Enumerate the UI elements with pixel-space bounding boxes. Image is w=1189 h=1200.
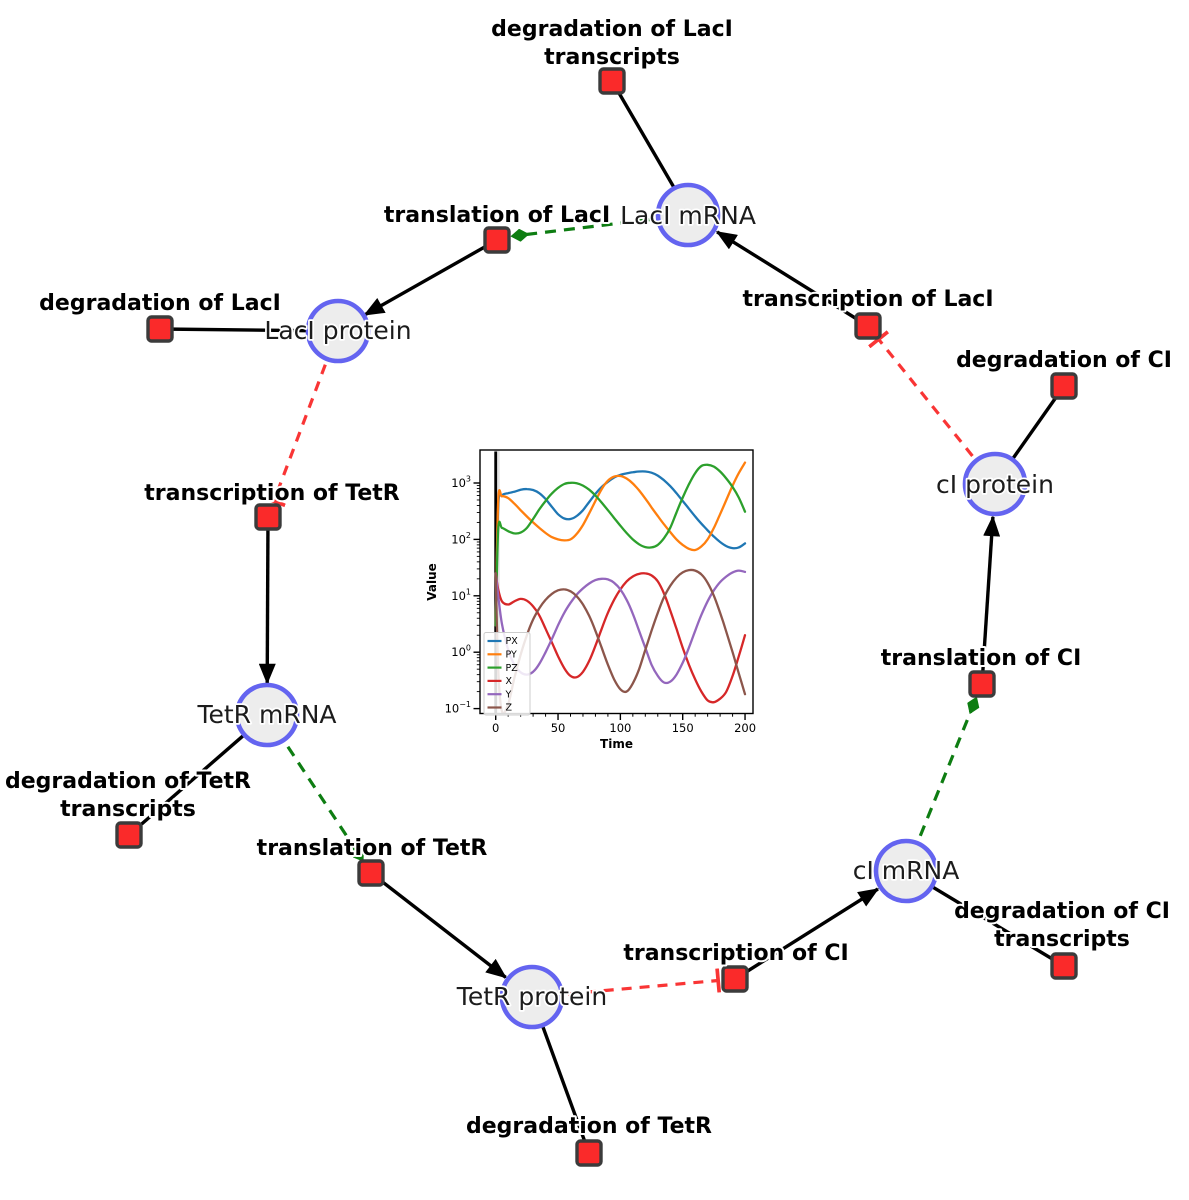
x-tick-label: 50 <box>551 721 566 735</box>
label-degradation-ci-transcripts-line2: transcripts <box>994 927 1130 952</box>
reaction-node-degradation-tetr-transcripts <box>115 821 143 849</box>
label-laci-mrna: LacI mRNA <box>620 201 756 230</box>
reaction-node-translation-laci <box>483 226 511 254</box>
legend-label-py: PY <box>506 650 518 661</box>
label-ci-mrna: cI mRNA <box>853 856 960 885</box>
x-axis-label: Time <box>600 737 633 751</box>
reaction-node-degradation-ci <box>1050 372 1078 400</box>
label-degradation-laci-transcripts-line1: degradation of LacI <box>491 17 733 42</box>
series-line-Z <box>494 568 747 713</box>
x-tick-label: 200 <box>734 721 756 735</box>
reaction-node-transcription-tetr <box>254 503 282 531</box>
reaction-node-transcription-laci <box>854 312 882 340</box>
label-translation-tetr: translation of TetR <box>257 836 488 861</box>
label-degradation-laci: degradation of LacI <box>39 291 281 316</box>
edge-cimrna-activates-translation <box>904 696 980 872</box>
label-degradation-tetr: degradation of TetR <box>466 1114 712 1139</box>
legend-label-pz: PZ <box>506 663 519 674</box>
species-node-tetr-protein <box>499 964 565 1030</box>
y-tick-label: 102 <box>451 531 471 547</box>
series-line-Y <box>494 569 747 685</box>
reaction-node-degradation-laci-transcripts <box>598 67 626 95</box>
reaction-node-degradation-ci-transcripts <box>1050 952 1078 980</box>
reaction-node-layer <box>115 67 1078 1167</box>
label-ci-protein: cI protein <box>936 470 1054 499</box>
legend-label-px: PX <box>506 636 519 647</box>
species-node-ci-protein <box>962 451 1028 517</box>
label-degradation-tetr-transcripts-line2: transcripts <box>60 797 196 822</box>
reaction-node-degradation-laci <box>146 315 174 343</box>
y-tick-label: 100 <box>451 644 471 660</box>
label-tetr-protein: TetR protein <box>456 982 607 1011</box>
edge-transcription-laci-to-mrna <box>715 230 869 328</box>
species-node-tetr-mrna <box>234 682 300 748</box>
plot-background <box>424 436 770 766</box>
label-degradation-ci-transcripts-line1: degradation of CI <box>954 899 1170 924</box>
edge-tetrprotein-inhibits-ci-transcription <box>531 968 722 999</box>
species-node-laci-mrna <box>655 182 721 248</box>
reaction-node-degradation-tetr <box>575 1139 603 1167</box>
label-transcription-laci: transcription of LacI <box>742 287 993 312</box>
plot-legend: PX PY PZ X Y Z <box>483 632 531 716</box>
label-degradation-tetr-transcripts-line1: degradation of TetR <box>5 769 251 794</box>
y-tick-label: 10−1 <box>445 700 471 716</box>
legend-label-y: Y <box>505 689 512 700</box>
legend-label-x: X <box>506 676 513 687</box>
label-translation-ci: translation of CI <box>881 646 1082 671</box>
edge-translation-ci-to-protein <box>980 515 1001 685</box>
series-line-PZ <box>494 463 747 627</box>
reaction-node-transcription-ci <box>721 965 749 993</box>
label-degradation-ci: degradation of CI <box>956 348 1172 373</box>
label-transcription-ci: transcription of CI <box>623 941 848 966</box>
edge-transcription-ci-to-mrna <box>734 887 880 981</box>
edge-laciprotein-inhibits-tetr-transcription <box>262 330 340 508</box>
edge-transcription-tetr-to-mrna <box>258 516 276 685</box>
reaction-node-translation-ci <box>968 670 996 698</box>
label-layer: degradation of LacI transcripts translat… <box>3 15 1174 1141</box>
legend-label-z: Z <box>506 703 513 714</box>
y-axis-label: Value <box>425 563 439 601</box>
x-tick-label: 100 <box>609 721 631 735</box>
x-tick-label: 150 <box>672 721 694 735</box>
edge-translation-tetr-to-protein <box>369 871 507 979</box>
label-laci-protein: LacI protein <box>264 316 411 345</box>
edge-translation-laci-to-protein <box>363 238 498 317</box>
plot-axes-frame <box>479 449 754 715</box>
reaction-node-translation-tetr <box>357 859 385 887</box>
edge-ciprotein-inhibits-laci-transcription <box>868 330 997 486</box>
x-tick-label: 0 <box>492 721 499 735</box>
label-degradation-laci-transcripts-line2: transcripts <box>544 45 680 70</box>
series-line-X <box>494 572 747 704</box>
y-tick-label: 101 <box>451 587 471 603</box>
label-translation-laci: translation of LacI <box>384 203 610 228</box>
label-transcription-tetr: transcription of TetR <box>144 481 400 506</box>
label-tetr-mrna: TetR mRNA <box>196 700 336 729</box>
species-node-laci-protein <box>305 298 371 364</box>
species-node-layer <box>234 182 1028 1030</box>
series-line-PY <box>494 461 747 627</box>
y-tick-label: 103 <box>451 475 471 491</box>
species-node-ci-mrna <box>873 838 939 904</box>
